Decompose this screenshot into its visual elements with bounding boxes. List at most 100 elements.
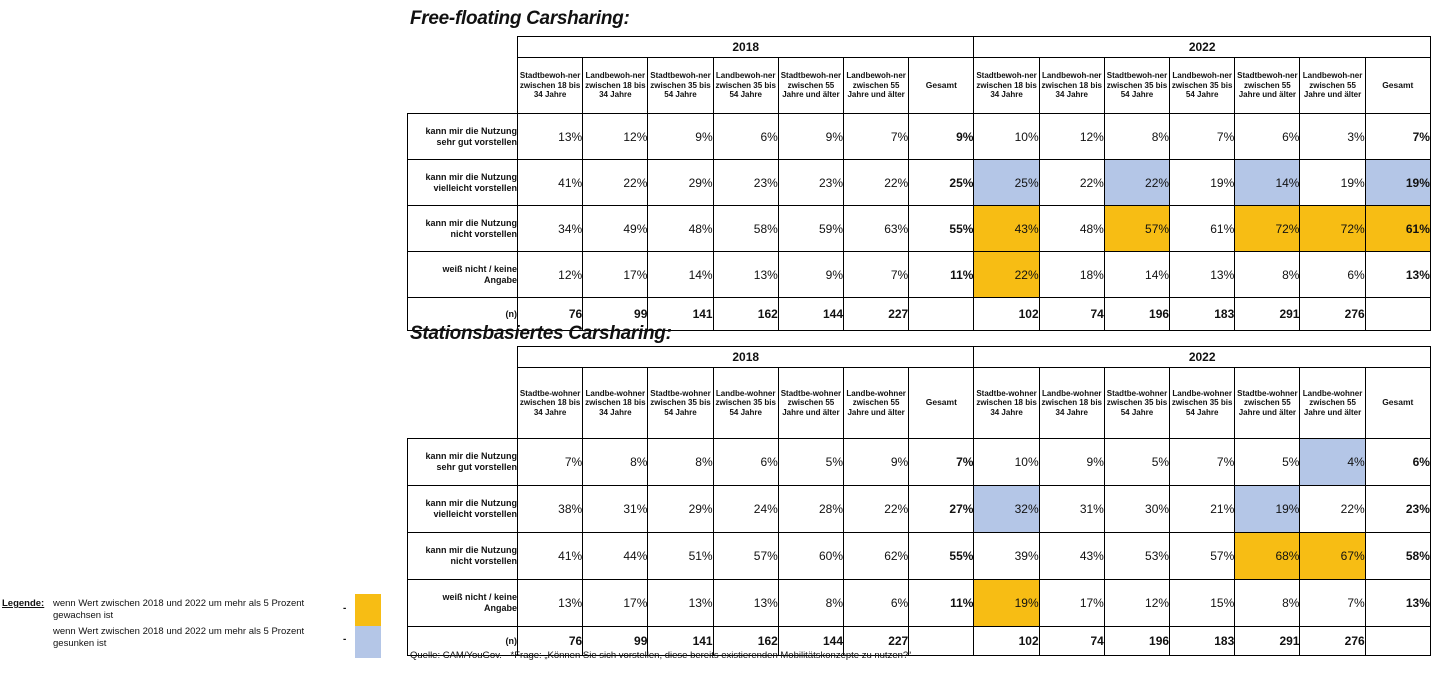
value-cell-2018: 25% <box>908 159 975 206</box>
value-cell-2022: 43% <box>1038 532 1105 580</box>
value-cell-2018: 8% <box>582 438 649 486</box>
value-cell-2018: 27% <box>908 485 975 533</box>
table-row: kann mir die Nutzung vielleicht vorstell… <box>407 159 1431 206</box>
year-2022-header: 2022 <box>973 36 1431 58</box>
value-cell-2022: 5% <box>1234 438 1301 486</box>
legend-down-dash: - <box>343 634 347 645</box>
value-cell-2022: 6% <box>1299 251 1366 298</box>
value-cell-2022: 12% <box>1103 579 1171 627</box>
column-header: Stadtbe-wohner zwischen 55 Jahre und ält… <box>777 367 845 439</box>
legend-heading: Legende: <box>2 598 45 609</box>
column-header: Gesamt <box>1364 367 1431 439</box>
value-cell-2022: 22% <box>1038 159 1105 206</box>
n-cell-2018: 144 <box>777 626 845 656</box>
value-cell-2018: 44% <box>582 532 649 580</box>
value-cell-2018: 62% <box>843 532 910 580</box>
column-header: Landbe-wohner zwischen 35 bis 54 Jahre <box>1169 367 1236 439</box>
value-cell-2022: 68% <box>1234 532 1301 580</box>
value-cell-2022: 30% <box>1103 485 1171 533</box>
value-cell-2018: 41% <box>516 159 584 206</box>
value-cell-2022: 8% <box>1234 251 1301 298</box>
table-row: kann mir die Nutzung nicht vorstellen 34%… <box>407 205 1431 252</box>
value-cell-2018: 12% <box>582 113 649 160</box>
value-cell-2018: 6% <box>712 438 779 486</box>
value-cell-2022: 19% <box>1299 159 1366 206</box>
table-title-free-floating: Free-floating Carsharing: <box>410 8 630 29</box>
value-cell-2022: 23% <box>1364 485 1431 533</box>
column-header: Stadtbewoh-ner zwischen 35 bis 54 Jahre <box>647 57 714 114</box>
value-cell-2022: 48% <box>1038 205 1105 252</box>
n-cell-2018: 76 <box>516 297 584 331</box>
value-cell-2022: 10% <box>973 438 1040 486</box>
value-cell-2018: 9% <box>777 113 845 160</box>
column-header: Stadtbe-wohner zwischen 18 bis 34 Jahre <box>516 367 584 439</box>
n-cell-2022: 102 <box>973 626 1040 656</box>
value-cell-2018: 8% <box>647 438 714 486</box>
value-cell-2018: 60% <box>777 532 845 580</box>
n-cell-2022: 276 <box>1299 626 1366 656</box>
value-cell-2018: 7% <box>516 438 584 486</box>
value-cell-2022: 14% <box>1103 251 1171 298</box>
value-cell-2018: 9% <box>647 113 714 160</box>
column-header: Stadtbewoh-ner zwischen 35 bis 54 Jahre <box>1103 57 1171 114</box>
row-label: kann mir die Nutzung vielleicht vorstell… <box>407 159 518 206</box>
column-header: Landbewoh-ner zwischen 55 Jahre und älte… <box>843 57 910 114</box>
value-cell-2018: 7% <box>843 113 910 160</box>
value-cell-2022: 10% <box>973 113 1040 160</box>
value-cell-2022: 72% <box>1299 205 1366 252</box>
n-cell-2018: 162 <box>712 626 779 656</box>
row-label: kann mir die Nutzung nicht vorstellen <box>407 532 518 580</box>
value-cell-2022: 21% <box>1169 485 1236 533</box>
value-cell-2018: 6% <box>843 579 910 627</box>
value-cell-2022: 7% <box>1299 579 1366 627</box>
legend-up-dash: - <box>343 603 347 614</box>
value-cell-2022: 19% <box>1234 485 1301 533</box>
value-cell-2022: 7% <box>1169 113 1236 160</box>
value-cell-2018: 28% <box>777 485 845 533</box>
column-header: Gesamt <box>908 57 975 114</box>
column-header: Stadtbe-wohner zwischen 35 bis 54 Jahre <box>1103 367 1171 439</box>
column-header: Landbe-wohner zwischen 55 Jahre und älte… <box>843 367 910 439</box>
source-note: Quelle: CAM/YouGov. *Frage: „Können Sie … <box>410 650 917 661</box>
value-cell-2022: 53% <box>1103 532 1171 580</box>
value-cell-2022: 7% <box>1169 438 1236 486</box>
column-header: Stadtbewoh-ner zwischen 18 bis 34 Jahre <box>973 57 1040 114</box>
value-cell-2022: 57% <box>1103 205 1171 252</box>
column-header: Landbewoh-ner zwischen 35 bis 54 Jahre <box>712 57 779 114</box>
sample-size-row: (n) 76 99 141 162 144 227 102 74 196 183 291 276 <box>407 626 1431 656</box>
n-cell-2018: 144 <box>777 297 845 331</box>
value-cell-2022: 13% <box>1364 251 1431 298</box>
value-cell-2022: 22% <box>1103 159 1171 206</box>
column-header: Gesamt <box>1364 57 1431 114</box>
n-cell-2022: 291 <box>1234 297 1301 331</box>
n-cell-2018: 162 <box>712 297 779 331</box>
column-header: Landbewoh-ner zwischen 18 bis 34 Jahre <box>1038 57 1105 114</box>
value-cell-2018: 12% <box>516 251 584 298</box>
n-cell-2018: 227 <box>843 626 910 656</box>
value-cell-2018: 63% <box>843 205 910 252</box>
value-cell-2018: 7% <box>843 251 910 298</box>
row-label: kann mir die Nutzung vielleicht vorstell… <box>407 485 518 533</box>
column-header-row: Stadtbewoh-ner zwischen 18 bis 34 Jahre L… <box>408 57 1431 114</box>
value-cell-2018: 22% <box>843 159 910 206</box>
value-cell-2018: 31% <box>582 485 649 533</box>
value-cell-2018: 23% <box>712 159 779 206</box>
value-cell-2018: 22% <box>843 485 910 533</box>
value-cell-2022: 7% <box>1364 113 1431 160</box>
value-cell-2018: 29% <box>647 485 714 533</box>
value-cell-2022: 61% <box>1364 205 1431 252</box>
value-cell-2022: 14% <box>1234 159 1301 206</box>
value-cell-2022: 9% <box>1038 438 1105 486</box>
row-label: kann mir die Nutzung nicht vorstellen <box>407 205 518 252</box>
n-cell-2018 <box>908 297 975 331</box>
value-cell-2018: 57% <box>712 532 779 580</box>
value-cell-2022: 57% <box>1169 532 1236 580</box>
value-cell-2022: 3% <box>1299 113 1366 160</box>
value-cell-2018: 24% <box>712 485 779 533</box>
value-cell-2022: 15% <box>1169 579 1236 627</box>
n-cell-2018: 141 <box>647 626 714 656</box>
legend-down-text: wenn Wert zwischen 2018 und 2022 um mehr… <box>53 626 305 649</box>
value-cell-2022: 5% <box>1103 438 1171 486</box>
n-cell-2022: 102 <box>973 297 1040 331</box>
n-cell-2022: 196 <box>1103 626 1171 656</box>
